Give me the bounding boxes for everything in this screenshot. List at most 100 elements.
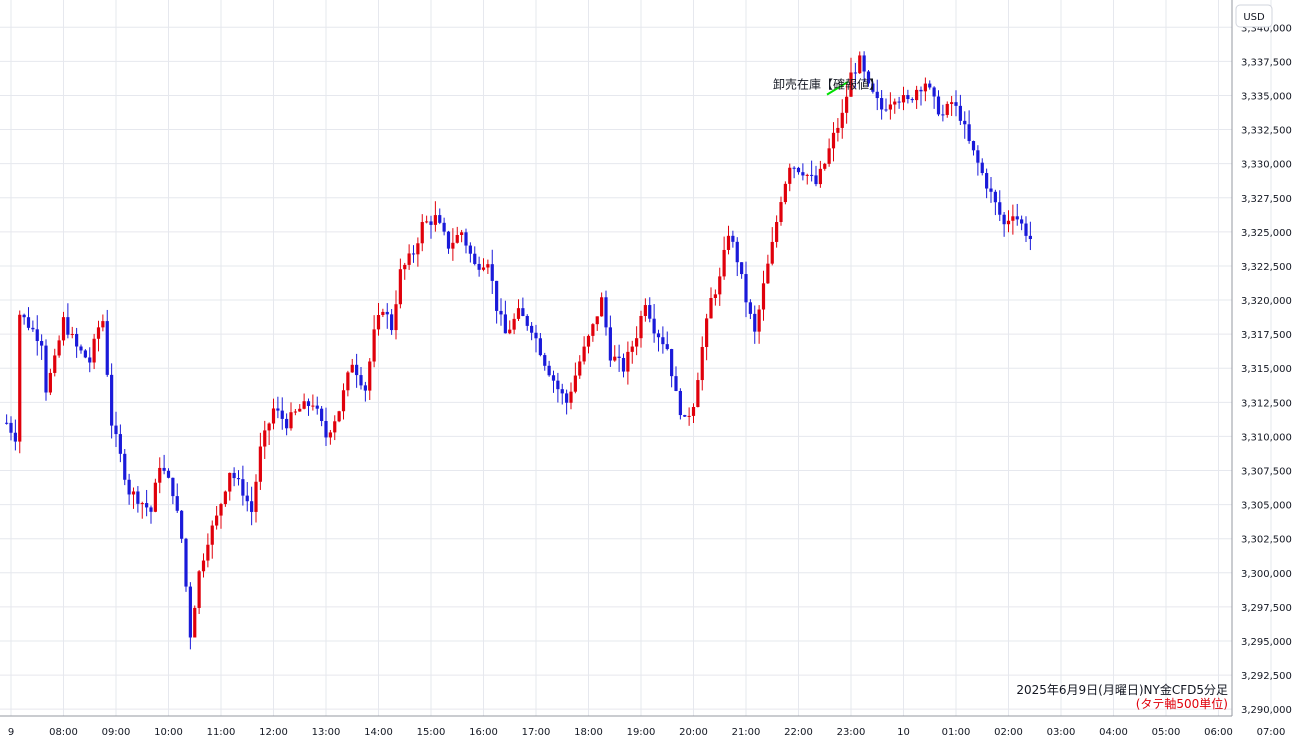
y-tick-label: 3,337,500 <box>1241 57 1292 68</box>
candle-body <box>376 315 381 330</box>
candle-body <box>460 232 464 235</box>
candle-body <box>88 357 92 363</box>
candle-body <box>919 89 923 92</box>
candle-body <box>368 361 372 391</box>
candle-body <box>245 495 249 502</box>
candle-body <box>814 175 818 185</box>
candle-body <box>674 376 678 391</box>
y-tick-label: 3,317,500 <box>1241 330 1292 341</box>
candle-body <box>455 234 459 243</box>
candle-body <box>302 401 306 409</box>
candle-body <box>936 96 941 115</box>
candle-body <box>1015 216 1019 220</box>
candle-body <box>381 311 385 316</box>
candle-body <box>66 317 70 335</box>
candle-body <box>928 83 932 88</box>
candle-body <box>333 421 337 433</box>
candle-body <box>635 338 639 347</box>
candle-body <box>1011 216 1015 221</box>
candle-body <box>1002 214 1006 225</box>
candle-body <box>626 351 630 372</box>
candle-body <box>407 253 411 265</box>
candle-body <box>503 314 507 334</box>
candle-body <box>810 174 814 176</box>
candle-body <box>464 232 468 246</box>
y-tick-label: 3,297,500 <box>1241 603 1292 614</box>
y-tick-label: 3,330,000 <box>1241 160 1292 171</box>
candle-body <box>740 262 744 275</box>
x-tick-label: 20:00 <box>679 727 708 738</box>
candle-body <box>985 173 989 189</box>
candle-body <box>534 332 538 339</box>
candle-body <box>110 374 114 426</box>
candle-body <box>442 222 446 232</box>
y-tick-label: 3,312,500 <box>1241 398 1292 409</box>
candle-body <box>586 335 591 347</box>
candle-body <box>289 412 293 429</box>
y-tick-label: 3,315,000 <box>1241 364 1292 375</box>
candle-body <box>521 308 525 316</box>
x-tick-label: 03:00 <box>1047 727 1076 738</box>
candle-body <box>490 264 494 281</box>
candle-body <box>652 318 656 334</box>
candle-body <box>18 314 22 442</box>
candle-body <box>101 321 105 328</box>
candle-body <box>923 83 927 92</box>
y-tick-label: 3,327,500 <box>1241 194 1292 205</box>
candle-body <box>547 365 551 376</box>
candle-body <box>757 309 761 332</box>
candle-body <box>223 491 227 505</box>
candle-body <box>508 329 512 334</box>
x-tick-label: 21:00 <box>732 727 761 738</box>
candle-body <box>836 127 840 133</box>
y-tick-label: 3,325,000 <box>1241 228 1292 239</box>
candle-body <box>188 586 192 638</box>
candle-body <box>53 355 57 373</box>
candle-body <box>770 241 774 264</box>
candle-body <box>788 167 792 184</box>
candle-body <box>31 327 35 330</box>
candle-body <box>175 496 179 511</box>
candle-body <box>766 263 770 284</box>
x-tick-label: 10 <box>897 727 910 738</box>
candle-body <box>276 408 280 411</box>
candle-body <box>845 96 849 113</box>
grid <box>0 0 1272 716</box>
y-tick-label: 3,292,500 <box>1241 671 1292 682</box>
y-tick-label: 3,305,000 <box>1241 501 1292 512</box>
candle-body <box>241 479 245 496</box>
candle-body <box>136 491 140 504</box>
candle-body <box>551 375 556 381</box>
candle-body <box>705 318 709 347</box>
candle-body <box>236 478 241 480</box>
annotation-leader-line <box>826 80 849 96</box>
candle-body <box>328 432 332 438</box>
candle-body <box>341 390 346 412</box>
candle-body <box>127 479 131 495</box>
candle-body <box>512 318 516 330</box>
candle-body <box>477 263 481 270</box>
y-tick-label: 3,335,000 <box>1241 91 1292 102</box>
candle-body <box>731 235 735 242</box>
y-tick-label: 3,295,000 <box>1241 637 1292 648</box>
candle-body <box>722 249 726 277</box>
candle-body <box>1028 235 1032 240</box>
x-tick-label: 05:00 <box>1152 727 1181 738</box>
candle-body <box>665 344 669 350</box>
candle-body <box>726 235 731 250</box>
candle-body <box>140 503 144 505</box>
candle-body <box>35 329 39 342</box>
candle-body <box>621 357 626 372</box>
candle-body <box>560 389 564 394</box>
candle-body <box>114 425 118 435</box>
y-tick-label: 3,320,000 <box>1241 296 1292 307</box>
candle-body <box>258 446 262 482</box>
candle-body <box>744 274 748 303</box>
candle-body <box>481 267 486 270</box>
candle-body <box>630 346 634 352</box>
candle-body <box>993 191 997 203</box>
candle-body <box>967 124 971 142</box>
candle-body <box>298 408 302 412</box>
x-tick-label: 22:00 <box>784 727 813 738</box>
candle-body <box>687 415 691 417</box>
